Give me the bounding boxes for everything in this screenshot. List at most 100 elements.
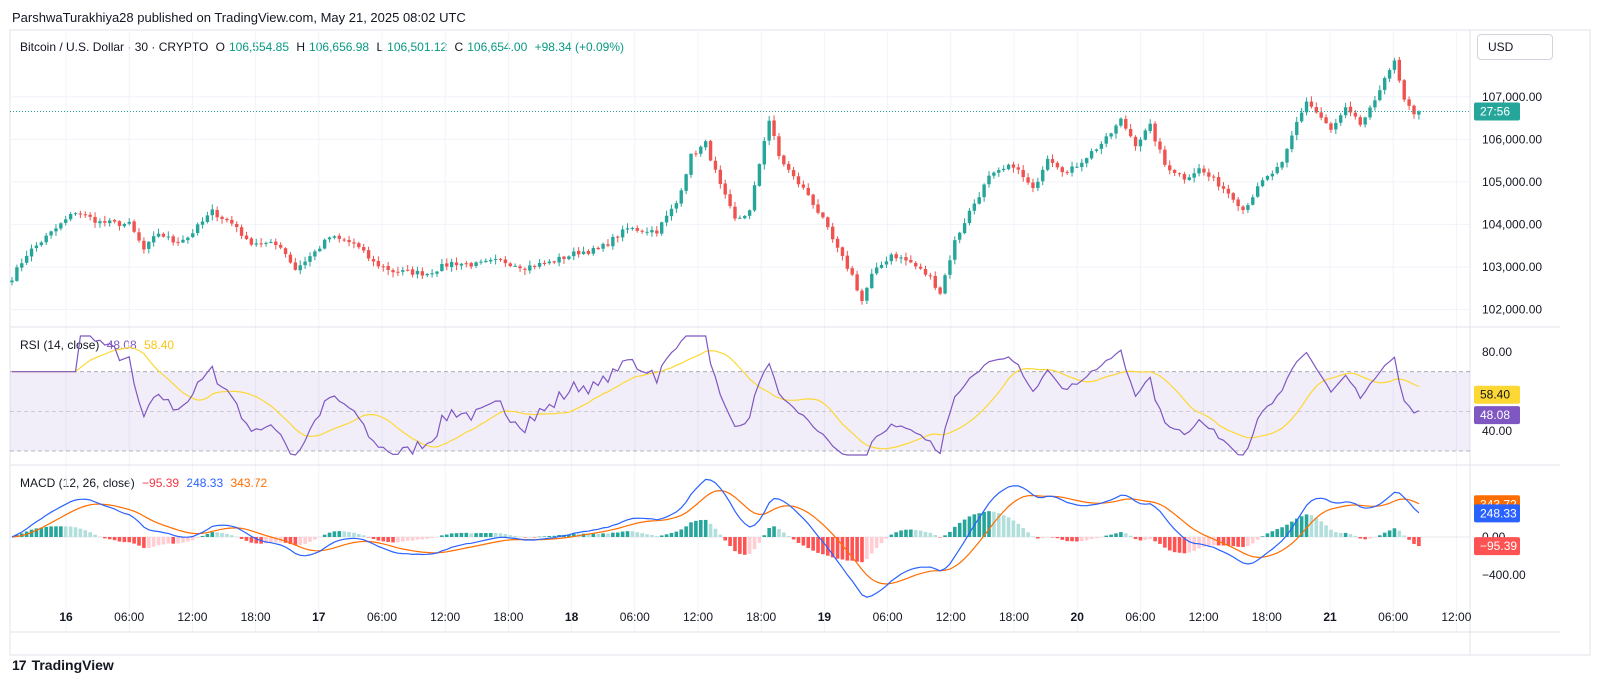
- macd-histogram-bar: [479, 533, 483, 537]
- macd-histogram-bar: [1319, 521, 1323, 537]
- candle-body: [166, 236, 171, 238]
- candle-body: [474, 262, 478, 266]
- candle-body: [660, 222, 664, 234]
- candle-body: [918, 266, 923, 269]
- macd-hist-value: −95.39: [142, 476, 180, 490]
- macd-histogram-bar: [1040, 537, 1045, 539]
- macd-histogram-bar: [29, 529, 34, 537]
- candle-body: [1387, 70, 1392, 79]
- macd-histogram-bar: [396, 537, 400, 543]
- candle-body: [171, 236, 175, 243]
- candle-body: [1128, 129, 1133, 137]
- macd-histogram-bar: [1133, 537, 1138, 540]
- candle-body: [1334, 122, 1338, 130]
- price-countdown-tag: 27:56: [1480, 105, 1510, 119]
- candle-body: [235, 223, 239, 228]
- macd-histogram-bar: [830, 537, 835, 558]
- macd-histogram-bar: [1123, 533, 1128, 537]
- macd-histogram-bar: [357, 533, 361, 537]
- candle-body: [49, 231, 53, 236]
- candle-body: [386, 266, 390, 270]
- macd-histogram-bar: [1304, 514, 1309, 537]
- candle-body: [1114, 125, 1118, 134]
- candle-body: [865, 287, 869, 301]
- candle-body: [54, 228, 58, 232]
- candle-body: [440, 263, 444, 272]
- rsi-tick-label: 80.00: [1482, 345, 1512, 359]
- time-tick-label: 06:00: [620, 610, 650, 624]
- candle-body: [161, 233, 166, 237]
- time-tick-label: 19: [818, 610, 832, 624]
- candle-body: [15, 267, 19, 281]
- macd-histogram-bar: [288, 537, 293, 545]
- price-tick-label: 105,000.00: [1482, 175, 1542, 189]
- candle-body: [1241, 206, 1245, 211]
- macd-histogram-bar: [762, 535, 767, 537]
- macd-histogram-bar: [1011, 520, 1016, 537]
- candle-body: [322, 239, 327, 249]
- macd-histogram-bar: [493, 533, 498, 537]
- macd-histogram-bar: [1080, 537, 1084, 542]
- macd-histogram-bar: [518, 536, 522, 538]
- macd-histogram-bar: [1280, 527, 1284, 537]
- macd-histogram-bar: [933, 535, 938, 537]
- candle-body: [713, 160, 718, 170]
- candle-body: [933, 275, 937, 288]
- macd-histogram-bar: [112, 537, 117, 541]
- candle-body: [879, 264, 884, 268]
- candle-body: [449, 261, 454, 268]
- candle-body: [1041, 169, 1045, 182]
- candle-body: [523, 268, 527, 270]
- candle-body: [1353, 112, 1358, 117]
- candle-body: [630, 227, 635, 229]
- candle-body: [137, 232, 141, 241]
- currency-button[interactable]: USD: [1477, 34, 1553, 60]
- candle-body: [1177, 173, 1182, 175]
- macd-histogram-bar: [860, 537, 864, 563]
- candle-body: [293, 262, 298, 270]
- time-tick-label: 06:00: [367, 610, 397, 624]
- candle-body: [596, 247, 600, 250]
- macd-histogram-bar: [620, 531, 625, 537]
- macd-histogram-bar: [386, 537, 390, 543]
- candle-body: [899, 257, 903, 259]
- time-tick-label: 18:00: [746, 610, 776, 624]
- macd-histogram-bar: [1246, 537, 1250, 546]
- macd-histogram-bar: [664, 534, 669, 537]
- macd-histogram-bar: [342, 531, 346, 537]
- macd-signal-line: [11, 489, 1420, 585]
- rsi-value-tag: 48.08: [1480, 408, 1510, 422]
- candle-body: [396, 271, 400, 273]
- macd-histogram-bar: [948, 531, 952, 537]
- rsi-ma-tag: 58.40: [1480, 388, 1510, 402]
- macd-histogram-bar: [698, 520, 703, 537]
- macd-histogram-bar: [254, 537, 259, 544]
- candle-body: [230, 219, 234, 224]
- candle-body: [205, 215, 210, 223]
- rsi-value-tag-bg: [1474, 406, 1520, 425]
- candle-body: [620, 229, 625, 238]
- macd-histogram-bar: [1255, 537, 1260, 540]
- candle-body: [259, 243, 263, 245]
- macd-histogram-bar: [777, 528, 781, 537]
- macd-histogram-bar: [83, 530, 88, 537]
- candle-body: [1172, 169, 1177, 173]
- macd-histogram-bar: [1060, 537, 1065, 540]
- macd-histogram-bar: [44, 526, 48, 537]
- macd-histogram-bar: [655, 536, 659, 537]
- candle-body: [855, 274, 859, 291]
- macd-histogram-bar: [1285, 524, 1289, 537]
- macd-histogram-bar: [1036, 537, 1040, 539]
- candle-body: [59, 223, 63, 229]
- candle-body: [718, 169, 723, 184]
- candle-body: [1265, 176, 1270, 180]
- macd-histogram-bar: [1148, 537, 1153, 540]
- ohlc-low: L 106,501.12: [376, 40, 448, 54]
- macd-histogram-bar: [410, 537, 415, 541]
- macd-histogram-bar: [718, 534, 723, 537]
- candle-body: [1363, 117, 1367, 125]
- macd-histogram-bar: [894, 532, 898, 537]
- macd-histogram-bar: [1153, 537, 1157, 542]
- candle-body: [1187, 177, 1191, 181]
